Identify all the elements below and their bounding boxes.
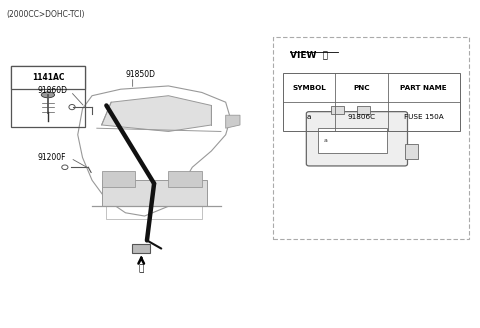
Text: (2000CC>DOHC-TCI): (2000CC>DOHC-TCI) (6, 10, 84, 18)
FancyBboxPatch shape (306, 112, 408, 166)
Bar (318, 129, 387, 153)
Bar (102, 171, 135, 187)
Text: a: a (324, 138, 327, 143)
Bar (331, 106, 344, 113)
Bar (11, 67, 85, 89)
Text: 91850D: 91850D (125, 70, 156, 79)
Text: 91860D: 91860D (37, 86, 67, 95)
Text: PART NAME: PART NAME (400, 85, 447, 91)
Bar (168, 171, 202, 187)
Bar (405, 145, 418, 159)
Bar (102, 180, 206, 206)
Text: SYMBOL: SYMBOL (292, 85, 326, 91)
Text: 91200F: 91200F (37, 153, 66, 162)
Text: VIEW  Ⓐ: VIEW Ⓐ (290, 50, 328, 59)
Bar (357, 106, 370, 113)
Text: 91806C: 91806C (348, 114, 375, 120)
Text: 1141AC: 1141AC (32, 73, 64, 82)
Bar (132, 244, 150, 254)
Text: Ⓐ: Ⓐ (139, 264, 144, 273)
Text: PNC: PNC (353, 85, 370, 91)
Bar (11, 67, 85, 127)
Bar (274, 37, 469, 239)
Polygon shape (102, 96, 211, 132)
Bar (283, 73, 459, 132)
Ellipse shape (41, 92, 55, 98)
Bar (107, 206, 202, 219)
Text: FUSE 150A: FUSE 150A (404, 114, 444, 120)
Polygon shape (226, 115, 240, 128)
Text: a: a (307, 114, 311, 120)
